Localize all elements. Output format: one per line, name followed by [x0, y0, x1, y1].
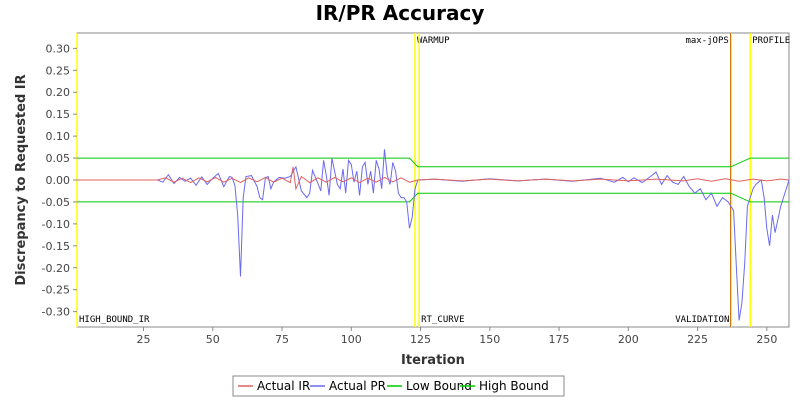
- legend: Actual IR Actual PR Low Bound High Bound: [232, 375, 565, 397]
- series-line-actual-ir: [77, 166, 790, 191]
- y-tick-label: 0.05: [46, 152, 71, 165]
- series-line-low-bound: [77, 192, 789, 203]
- y-axis: -0.30 -0.25 -0.20 -0.15 -0.10 -0.05 0.00 0.05 0.…: [42, 42, 77, 319]
- y-tick-label: -0.30: [42, 306, 70, 319]
- legend-label: Actual IR: [257, 379, 310, 393]
- marker-label-max-jops: max-jOPS: [685, 36, 728, 46]
- x-tick-label: 150: [479, 333, 500, 346]
- chart-title: IR/PR Accuracy: [316, 1, 485, 25]
- marker-label-profile: PROFILE: [752, 36, 790, 46]
- x-tick-label: 50: [206, 333, 220, 346]
- legend-label: Actual PR: [329, 379, 386, 393]
- marker-label-high_bound_ir: HIGH_BOUND_IR: [79, 315, 150, 325]
- y-tick-label: 0.10: [46, 130, 71, 143]
- legend-label: Low Bound: [406, 379, 472, 393]
- x-axis-title: Iteration: [401, 353, 465, 368]
- y-tick-label: -0.20: [42, 262, 70, 275]
- y-tick-label: 0.00: [46, 174, 71, 187]
- y-axis-title: Discrepancy to Requested IR: [14, 74, 29, 285]
- series-line-high-bound: [77, 157, 789, 168]
- y-tick-label: 0.20: [46, 86, 71, 99]
- legend-label: High Bound: [479, 379, 549, 393]
- x-axis: 25 50 75 100 125 150 175 200 225 250: [136, 327, 777, 346]
- y-tick-label: 0.15: [46, 108, 71, 121]
- marker-label-validation: VALIDATION: [675, 315, 729, 325]
- y-tick-label: 0.30: [46, 42, 71, 55]
- x-tick-label: 225: [687, 333, 708, 346]
- x-tick-label: 200: [618, 333, 639, 346]
- marker-label-warmup: WARMUP: [417, 36, 450, 46]
- y-tick-label: -0.25: [42, 284, 70, 297]
- x-tick-label: 100: [341, 333, 362, 346]
- y-tick-label: -0.10: [42, 218, 70, 231]
- y-tick-label: 0.25: [46, 64, 71, 77]
- x-tick-label: 125: [410, 333, 431, 346]
- series-line-actual-pr: [77, 149, 790, 321]
- marker-label-rt_curve: RT_CURVE: [421, 315, 464, 325]
- x-tick-label: 75: [275, 333, 289, 346]
- x-tick-label: 25: [136, 333, 150, 346]
- y-tick-label: -0.15: [42, 240, 70, 253]
- x-tick-label: 250: [756, 333, 777, 346]
- series-lines: [77, 149, 790, 321]
- x-tick-label: 175: [549, 333, 570, 346]
- y-tick-label: -0.05: [42, 196, 70, 209]
